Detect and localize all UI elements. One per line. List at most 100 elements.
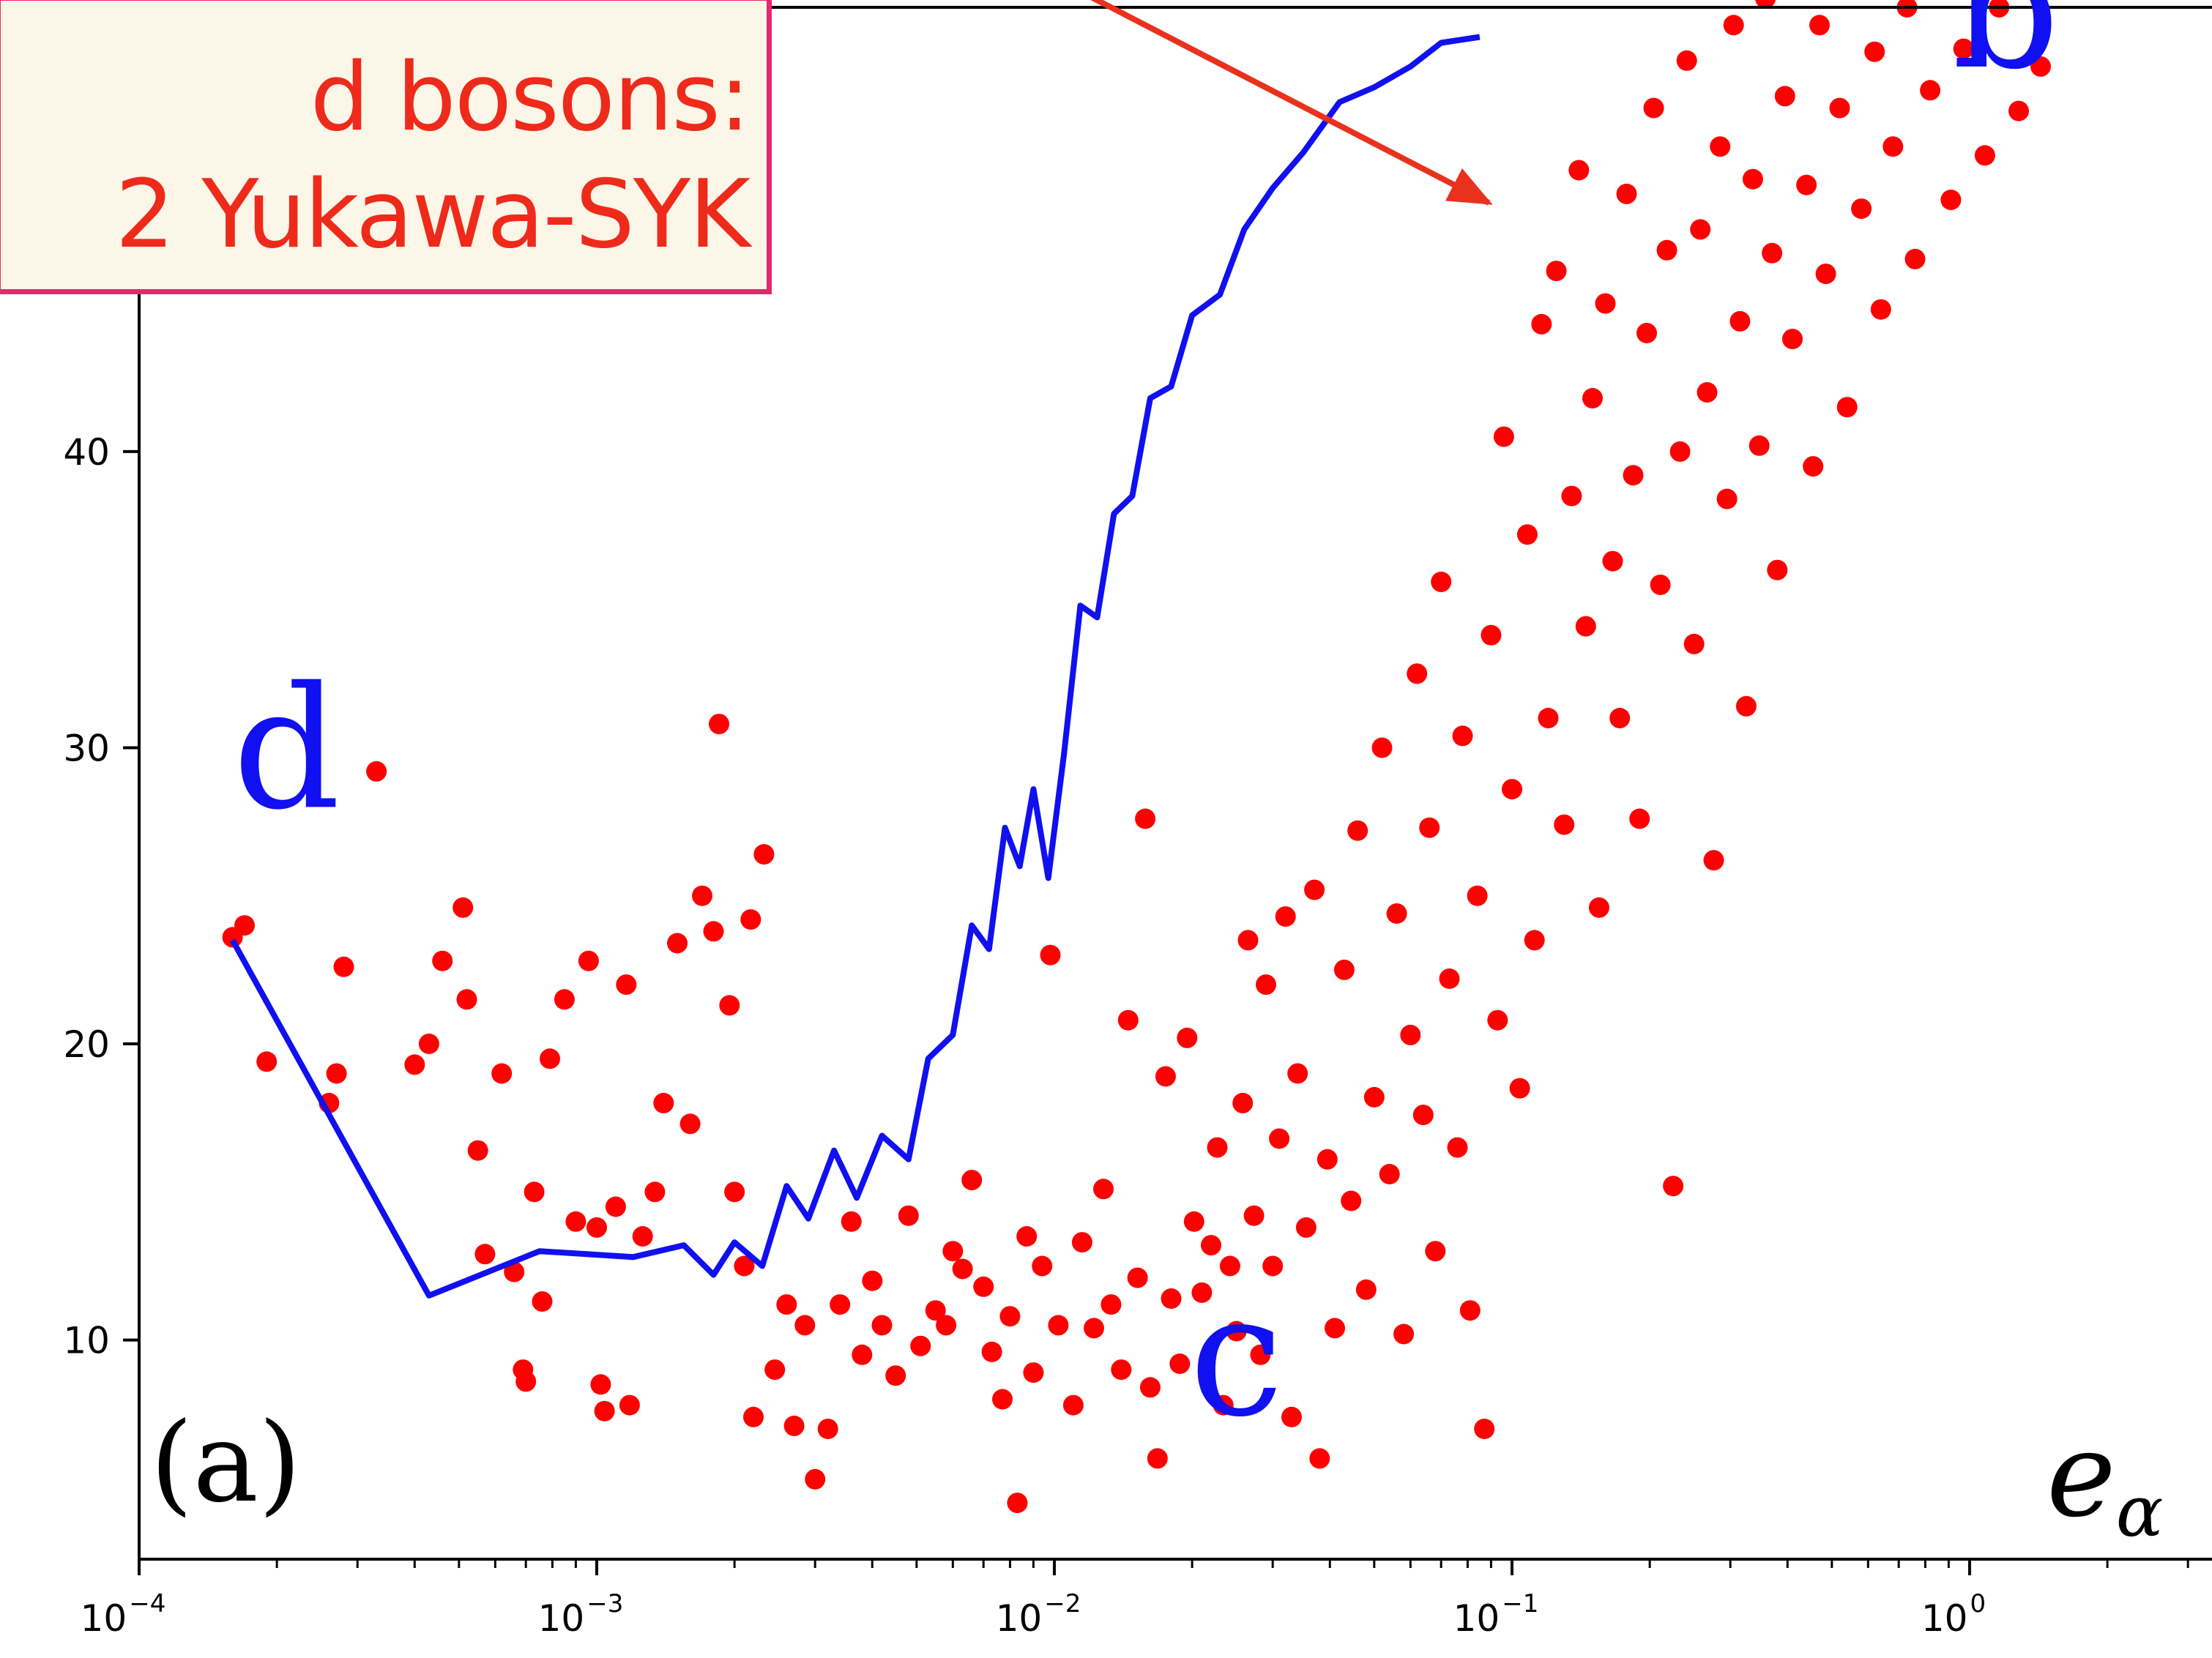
data-point	[605, 1196, 626, 1217]
data-point	[1425, 1241, 1446, 1262]
data-point	[1379, 1164, 1400, 1184]
data-point	[1452, 725, 1473, 747]
data-point	[794, 1315, 816, 1336]
data-point	[1643, 97, 1664, 119]
y-tick-label: 30	[63, 727, 110, 769]
data-point	[418, 1034, 439, 1054]
data-point	[719, 995, 740, 1016]
x-axis-label: eα	[2047, 1406, 2164, 1553]
data-point	[1676, 50, 1697, 71]
data-point	[504, 1261, 525, 1282]
data-point	[619, 1394, 640, 1416]
data-point	[1729, 310, 1751, 332]
annotation-line-1: d bosons:	[310, 43, 751, 152]
data-point	[1032, 1255, 1053, 1277]
data-point	[467, 1140, 488, 1161]
data-point	[999, 1306, 1021, 1327]
data-point	[1371, 737, 1393, 758]
data-point	[1161, 1288, 1182, 1309]
data-point	[1575, 616, 1596, 637]
data-point	[961, 1170, 983, 1191]
data-point	[1295, 1217, 1317, 1238]
data-point	[1953, 38, 1974, 59]
data-point	[554, 989, 575, 1010]
data-point	[1467, 885, 1488, 906]
data-point	[1093, 1179, 1114, 1200]
data-point	[852, 1344, 873, 1365]
data-point	[1546, 261, 1567, 282]
curve-label-d: d	[233, 651, 340, 847]
data-point	[1237, 930, 1259, 951]
data-point	[1393, 1323, 1415, 1345]
data-point	[1386, 903, 1407, 924]
data-point	[1487, 1009, 1508, 1031]
data-point	[1363, 1086, 1385, 1108]
data-point	[1048, 1315, 1069, 1336]
data-point	[1355, 1279, 1377, 1300]
data-point	[862, 1270, 883, 1291]
data-point	[1650, 574, 1671, 595]
data-point	[1690, 219, 1711, 240]
data-point	[1419, 817, 1440, 838]
data-point	[1762, 242, 1783, 264]
data-point	[703, 921, 724, 942]
data-point	[326, 1063, 347, 1084]
data-point	[1135, 808, 1156, 829]
data-point	[841, 1211, 862, 1232]
data-point	[1333, 959, 1355, 980]
data-point	[981, 1341, 1002, 1362]
data-point	[1127, 1267, 1148, 1288]
annotation-line-2: 2 Yukawa-SYK	[115, 160, 751, 269]
data-point	[942, 1241, 964, 1262]
data-point	[667, 933, 688, 954]
data-point	[1071, 1232, 1092, 1253]
data-point	[1226, 1321, 1247, 1342]
data-point	[783, 1415, 805, 1436]
data-point	[1568, 160, 1590, 181]
data-point	[805, 1468, 826, 1490]
data-point	[1531, 313, 1552, 335]
data-point	[1101, 1294, 1122, 1315]
data-point	[1749, 435, 1770, 456]
data-point	[1735, 695, 1757, 717]
data-point	[578, 950, 599, 971]
data-point	[1516, 524, 1538, 545]
data-point	[1697, 382, 1718, 403]
data-point	[1703, 850, 1724, 871]
data-point	[724, 1181, 745, 1203]
data-point	[491, 1063, 513, 1084]
data-point	[1502, 779, 1522, 800]
data-point	[1007, 1493, 1028, 1514]
curve-label-b: b	[1952, 0, 2060, 107]
data-point	[1155, 1066, 1176, 1087]
x-tick-label: 10−3	[538, 1589, 624, 1640]
data-point	[1904, 248, 1926, 269]
y-tick-label: 10	[63, 1320, 110, 1362]
mean-line	[230, 34, 1481, 1299]
data-point	[1716, 488, 1738, 509]
data-point	[1084, 1318, 1104, 1339]
data-point	[1767, 559, 1788, 580]
y-tick-label: 40	[63, 431, 110, 474]
data-point	[1588, 897, 1609, 918]
data-point	[474, 1244, 496, 1265]
data-point	[992, 1389, 1013, 1410]
curve-label-c: c	[1189, 1259, 1284, 1455]
data-point	[590, 1374, 611, 1395]
data-point	[540, 1048, 560, 1069]
data-point	[1439, 968, 1460, 989]
data-point	[366, 761, 387, 782]
data-point	[1309, 1448, 1330, 1469]
data-point	[776, 1294, 797, 1315]
data-point	[1341, 1190, 1362, 1211]
data-point	[952, 1258, 973, 1280]
data-point	[644, 1181, 666, 1203]
data-point	[1481, 624, 1502, 646]
data-point	[1459, 1300, 1481, 1321]
data-point	[1710, 136, 1731, 157]
panel-label: (a)	[150, 1400, 301, 1527]
data-point	[1325, 1318, 1345, 1339]
data-point	[333, 956, 354, 977]
data-point	[817, 1419, 838, 1439]
